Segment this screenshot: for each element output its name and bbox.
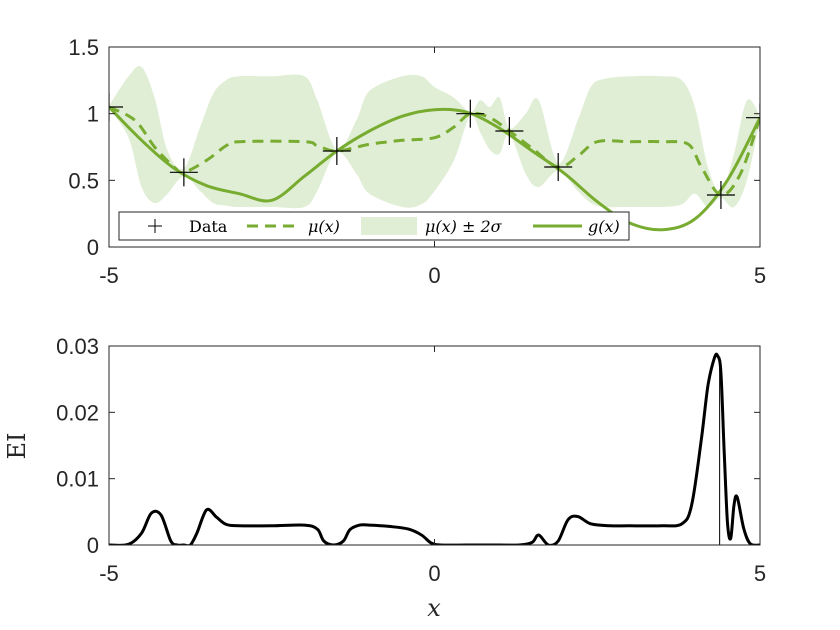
x-axis-label: x: [427, 594, 441, 622]
data-point-marker: [456, 99, 485, 128]
y-tick-label: 1.5: [68, 35, 99, 60]
g-curve: [109, 105, 760, 232]
bottom-chart: -5 0 500.010.020.03 EI x: [3, 334, 766, 622]
y-tick-label: 0: [87, 533, 99, 558]
legend-band-label: μ(x) ± 2σ: [425, 217, 503, 236]
legend-data-label: Data: [189, 217, 228, 236]
y-tick-label: 0.03: [56, 334, 99, 359]
x-tick-label: 0: [428, 561, 440, 586]
x-tick-label: -5: [99, 263, 119, 288]
bottom-plot-area: [109, 346, 760, 545]
mu-curve: [109, 105, 760, 197]
data-point-marker: [544, 153, 573, 181]
bottom-ticks: -5 0 500.010.020.03: [56, 334, 766, 586]
x-tick-label: 0: [428, 263, 440, 288]
top-chart: -5 0 500.511.5 Data μ(x) μ(x) ± 2σ g(x): [68, 35, 766, 288]
y-tick-label: 0.5: [68, 168, 99, 193]
legend-g-label: g(x): [588, 217, 620, 236]
data-point-marker: [322, 137, 351, 165]
data-point-marker: [169, 158, 198, 187]
legend-data-marker: [148, 219, 162, 233]
data-point-marker: [706, 181, 735, 209]
y-tick-label: 0.02: [56, 400, 99, 425]
x-tick-label: 5: [754, 263, 766, 288]
ei-curve: [109, 352, 760, 545]
y-axis-label: EI: [3, 433, 31, 460]
top-ticks: -5 0 500.511.5: [68, 35, 766, 288]
data-point-marker: [109, 93, 123, 121]
legend: Data μ(x) μ(x) ± 2σ g(x): [118, 211, 630, 241]
x-tick-label: -5: [99, 561, 119, 586]
y-tick-label: 1: [87, 102, 99, 127]
data-markers: [109, 93, 760, 209]
x-tick-label: 5: [754, 561, 766, 586]
y-tick-label: 0: [87, 235, 99, 260]
data-point-marker: [746, 103, 760, 132]
legend-mu-label: μ(x): [308, 217, 340, 236]
y-tick-label: 0.01: [56, 467, 99, 492]
data-point-marker: [495, 117, 524, 145]
legend-band-swatch: [361, 217, 417, 235]
